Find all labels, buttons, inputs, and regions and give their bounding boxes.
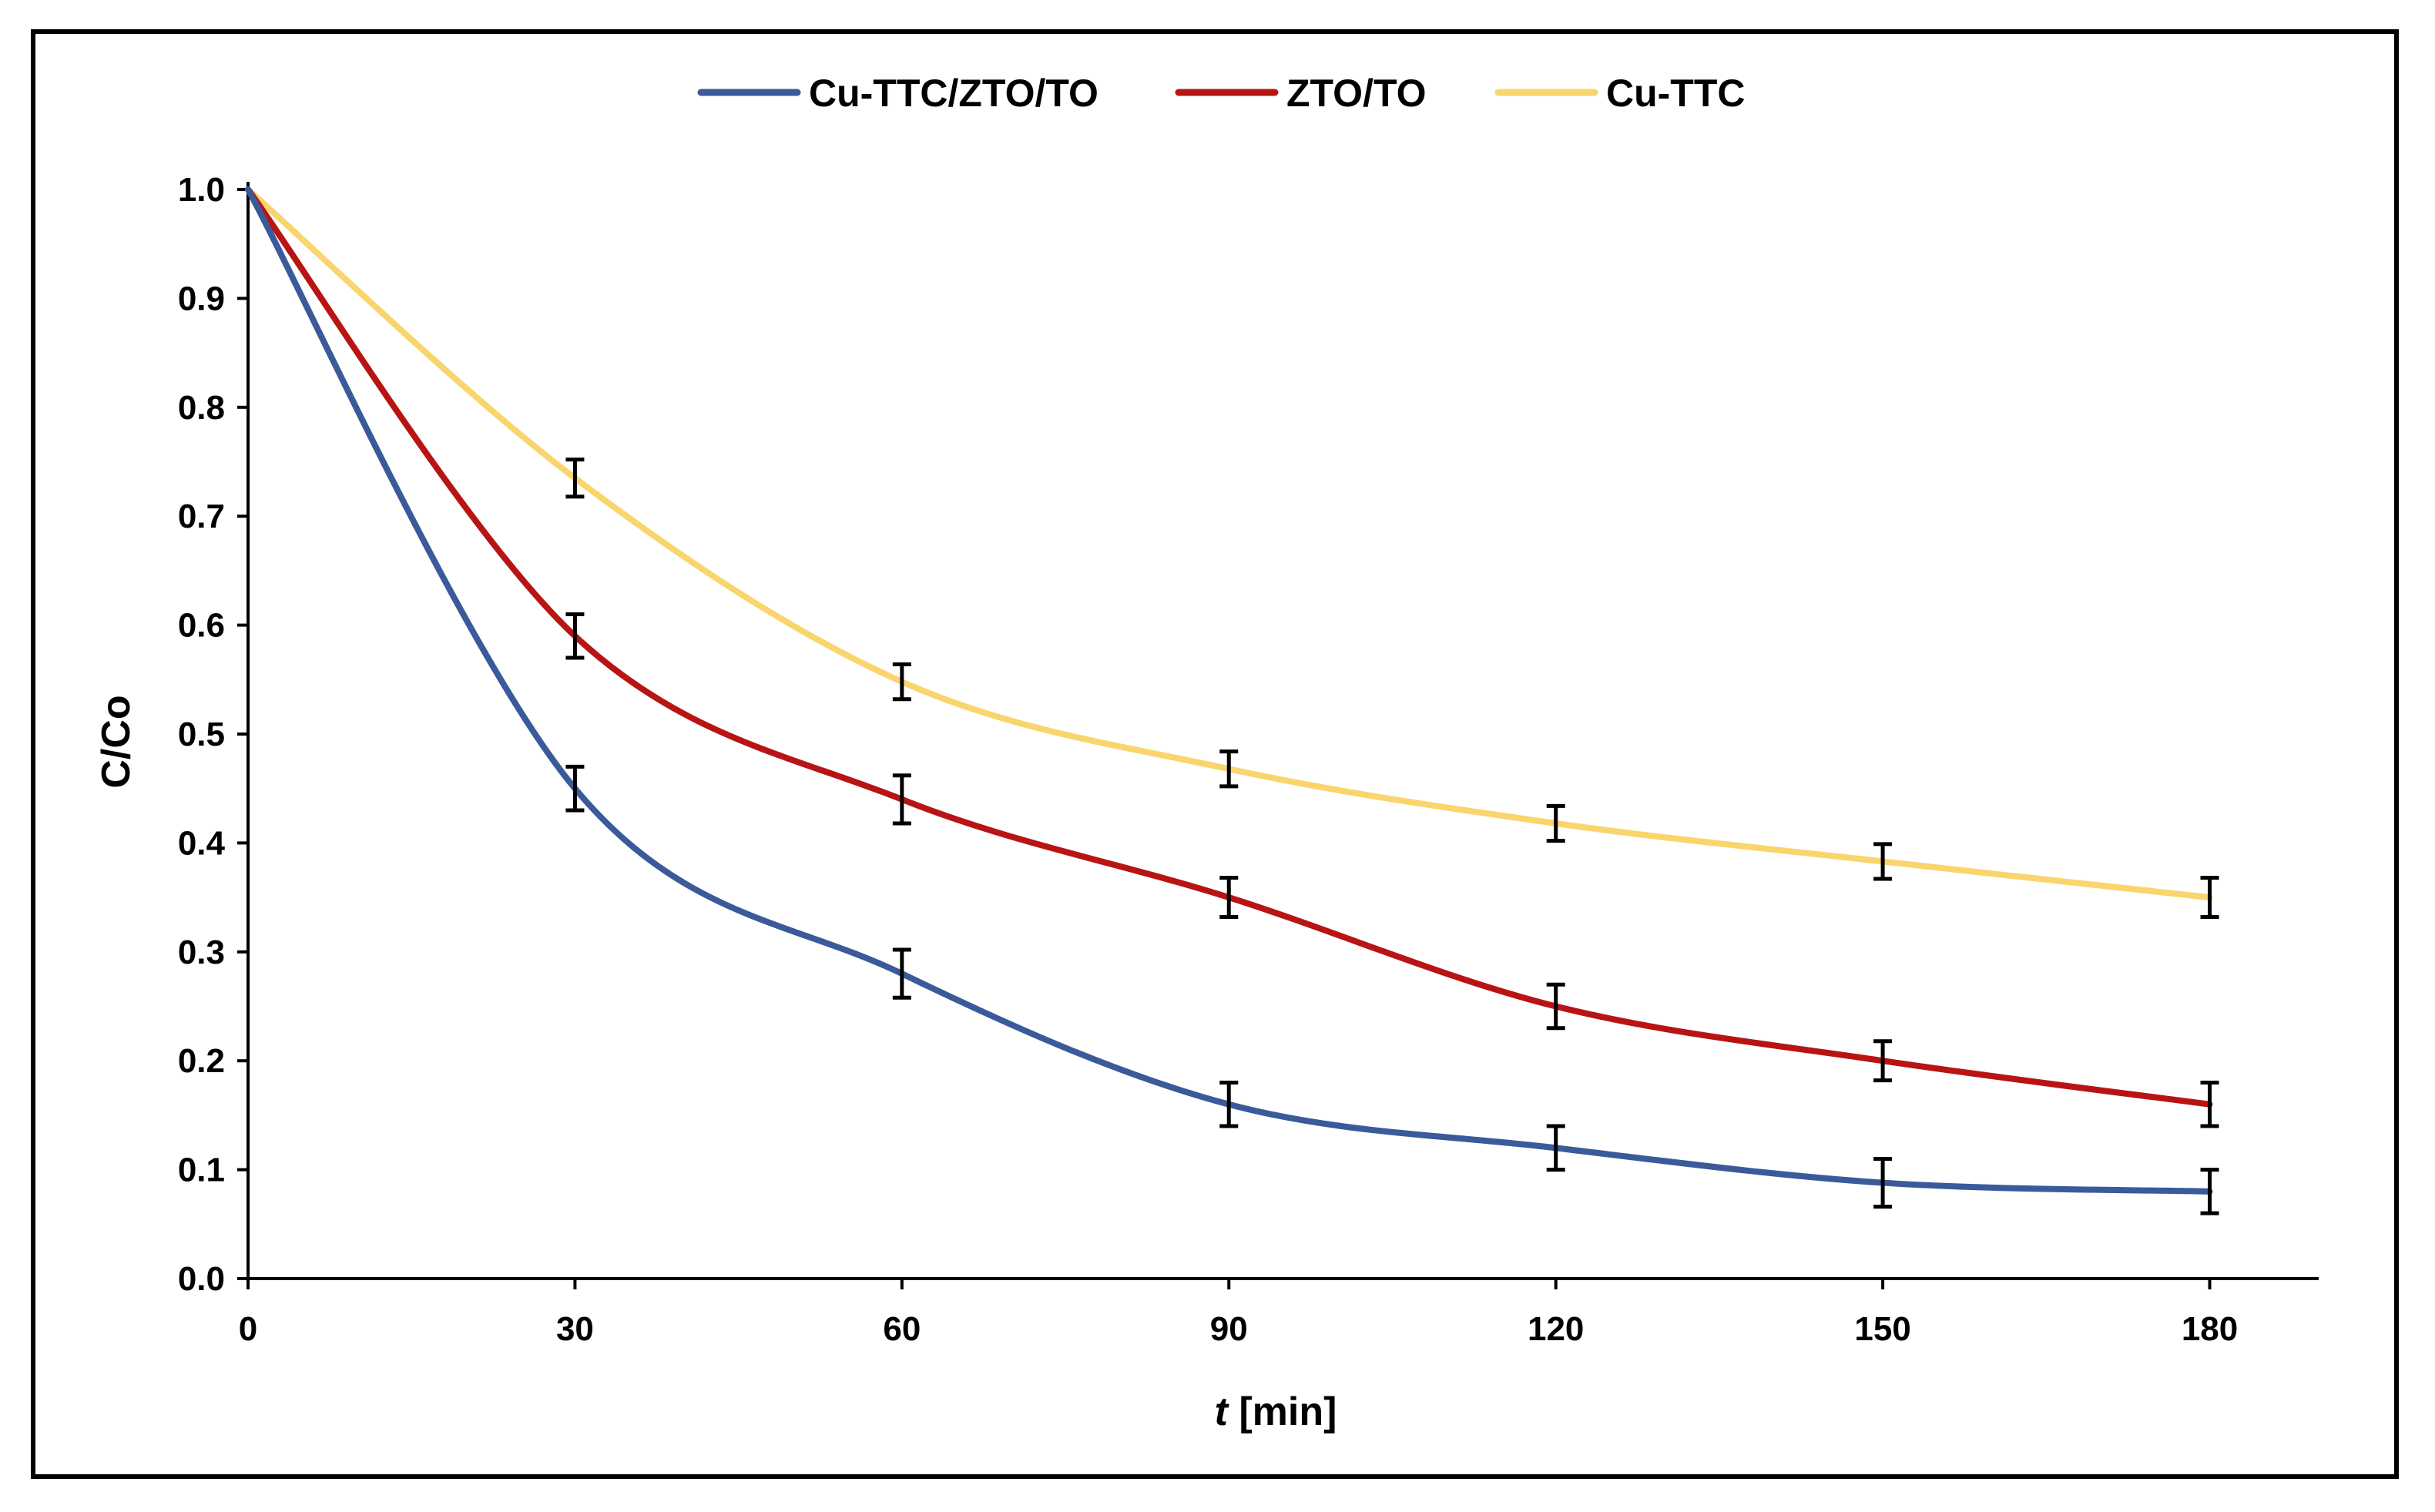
x-axis-title-rest: [min] bbox=[1228, 1390, 1337, 1434]
y-tick-label: 0.8 bbox=[178, 389, 225, 427]
x-axis-title-italic: t bbox=[1215, 1390, 1230, 1434]
y-tick-label: 0.7 bbox=[178, 498, 225, 535]
x-tick-label: 30 bbox=[556, 1310, 594, 1348]
x-tick-label: 120 bbox=[1528, 1310, 1584, 1348]
y-tick-label: 0.1 bbox=[178, 1152, 225, 1189]
error-bar bbox=[1219, 1080, 1239, 1128]
x-tick-label: 180 bbox=[2182, 1310, 2238, 1348]
series-line-1 bbox=[245, 186, 2213, 1108]
error-bar bbox=[2200, 1168, 2219, 1215]
error-bar bbox=[1873, 1156, 1893, 1209]
axes: 0.0 0.1 0.2 0.3 0.4 0.5 0.6 0.7 0.8 0.9 1.0 0 30 60 90… bbox=[178, 171, 2319, 1348]
legend-label: ZTO/TO bbox=[1286, 72, 1427, 115]
y-tick-label: 1.0 bbox=[178, 171, 225, 209]
series-line-0 bbox=[245, 186, 2213, 1195]
x-axis-title: t [min] bbox=[1215, 1390, 1337, 1434]
x-tick-label: 60 bbox=[883, 1310, 921, 1348]
y-tick-label: 0.4 bbox=[178, 824, 226, 862]
y-tick-label: 0.2 bbox=[178, 1042, 225, 1080]
error-bar bbox=[892, 773, 911, 826]
error-bar bbox=[1546, 982, 1565, 1031]
error-bars bbox=[565, 458, 2219, 1215]
y-tick-label: 0.6 bbox=[178, 607, 225, 645]
series-layer bbox=[245, 186, 2213, 1195]
y-tick-label: 0.3 bbox=[178, 934, 225, 971]
y-tick-label: 0.0 bbox=[178, 1260, 225, 1298]
error-bar bbox=[565, 764, 585, 813]
x-tick-label: 0 bbox=[239, 1310, 257, 1348]
x-tick-label: 150 bbox=[1854, 1310, 1910, 1348]
error-bar bbox=[892, 662, 911, 702]
error-bar bbox=[1219, 876, 1239, 920]
error-bar bbox=[1546, 1124, 1565, 1172]
error-bar bbox=[1873, 1039, 1893, 1083]
y-axis-title: C/Co bbox=[94, 695, 139, 788]
legend: Cu-TTC/ZTO/TO ZTO/TO Cu-TTC bbox=[697, 72, 1746, 115]
x-tick-label: 90 bbox=[1210, 1310, 1248, 1348]
y-tick-label: 0.9 bbox=[178, 280, 225, 317]
chart-frame bbox=[31, 29, 2399, 1479]
error-bar bbox=[565, 612, 585, 660]
y-tick-label: 0.5 bbox=[178, 716, 225, 753]
error-bar bbox=[2200, 876, 2219, 920]
error-bar bbox=[1546, 803, 1565, 843]
legend-label: Cu-TTC bbox=[1606, 72, 1746, 115]
error-bar bbox=[2200, 1080, 2219, 1128]
series-line-2 bbox=[245, 186, 2213, 901]
error-bar bbox=[565, 458, 585, 499]
legend-label: Cu-TTC/ZTO/TO bbox=[809, 72, 1098, 115]
error-bar bbox=[892, 947, 911, 1000]
error-bar bbox=[1219, 749, 1239, 789]
error-bar bbox=[1873, 842, 1893, 881]
